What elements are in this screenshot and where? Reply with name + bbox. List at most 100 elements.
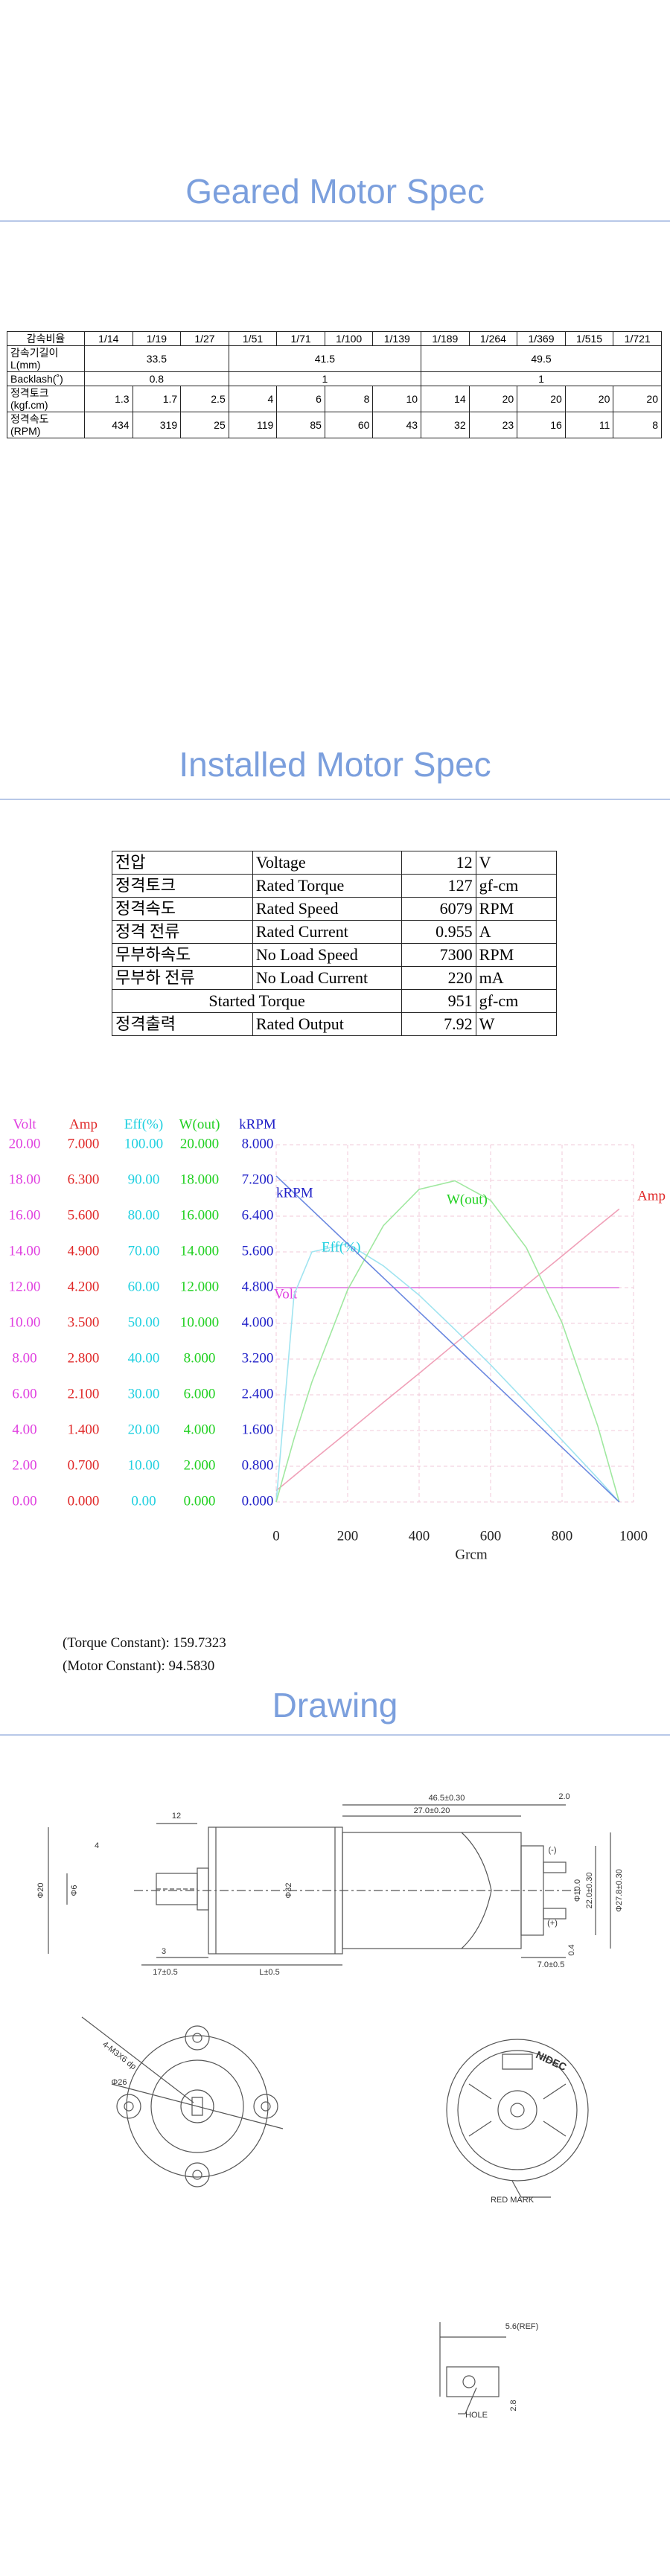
y-tick-label: 14.000: [180, 1243, 219, 1259]
header-cell: 1/51: [228, 331, 278, 346]
cell: RPM: [475, 897, 558, 921]
cell: 무부하속도: [112, 943, 253, 967]
y-tick-label: 20.000: [180, 1136, 219, 1151]
dimension-label: HOLE: [465, 2411, 488, 2420]
dimension-label: Φ26: [111, 2078, 127, 2087]
cell: 16: [517, 412, 566, 438]
y-tick-label: 6.400: [242, 1207, 274, 1223]
y-tick-label: 2.100: [68, 1386, 100, 1402]
cell: 6079: [401, 897, 476, 921]
y-tick-label: 10.00: [128, 1457, 160, 1473]
row: 정격토크 Rated Torque 127 gf-cm: [112, 874, 558, 898]
y-tick-label: 2.000: [184, 1457, 216, 1473]
label-text: Backlash(˚): [10, 373, 63, 385]
geared-spec-table: 감속비율 1/14 1/19 1/27 1/51 1/71 1/100 1/139 1/189 1…: [7, 331, 662, 438]
y-tick-label: 8.00: [12, 1350, 36, 1366]
y-tick-label: 60.00: [128, 1279, 160, 1294]
y-tick-label: 0.00: [131, 1493, 156, 1509]
cell: 14: [421, 386, 470, 412]
y-tick-label: 4.900: [68, 1243, 100, 1259]
y-tick-label: 14.00: [9, 1243, 41, 1259]
series-line: [275, 1243, 620, 1503]
y-tick-label: 7.000: [68, 1136, 100, 1151]
y-tick-label: 10.000: [180, 1314, 219, 1330]
dimension-label: 2.0: [558, 1792, 570, 1801]
cell: No Load Current: [252, 966, 403, 990]
y-tick-label: 1.400: [68, 1422, 100, 1437]
drawing-shape: [185, 2025, 210, 2051]
y-tick-label: 80.00: [128, 1207, 160, 1223]
cell: 41.5: [228, 345, 422, 372]
cell: 11: [564, 412, 614, 438]
divider: [0, 799, 670, 800]
row: Started Torque 951 gf-cm: [111, 989, 558, 1013]
note: (Motor Constant): 94.5830: [63, 1658, 215, 1674]
dimension-label: 2.8: [509, 2400, 518, 2411]
y-tick-label: 16.00: [9, 1207, 41, 1223]
header-cell: 1/189: [421, 331, 470, 346]
row-label: 감속기길이 L(mm): [7, 345, 85, 372]
drawing-shape: [81, 2016, 194, 2103]
header-cell: 1/19: [132, 331, 182, 346]
y-tick-label: 18.000: [180, 1172, 219, 1187]
dimension-label: NIDEC: [534, 2048, 568, 2073]
header-cell: 1/264: [468, 331, 518, 346]
header-cell: 1/14: [84, 331, 133, 346]
cell: 43: [372, 412, 422, 438]
section-title: Installed Motor Spec: [179, 745, 491, 784]
y-tick-label: 8.000: [242, 1136, 274, 1151]
cell: 434: [84, 412, 133, 438]
drawing: 12 4 Φ20 Φ6 Φ32 46.5±0.30 27.0±0.20 2.0 …: [36, 1792, 624, 2420]
drawing-shape: [124, 2101, 134, 2112]
cell: 319: [132, 412, 182, 438]
cell: 12: [401, 851, 476, 875]
drawing-shape: [510, 2103, 525, 2118]
header-cell: 1/100: [324, 331, 374, 346]
header-cell: 1/515: [564, 331, 614, 346]
header-cell: 1/71: [276, 331, 325, 346]
cell: 전압: [112, 851, 253, 875]
cell: 8: [324, 386, 374, 412]
row: 정격속도 (RPM) 434 319 25 119 85 60 43 32 23 16 11 8: [7, 412, 662, 438]
y-tick-label: 2.00: [12, 1457, 36, 1473]
series-line: [275, 1175, 620, 1503]
y-tick-label: 5.600: [242, 1243, 274, 1259]
cell: No Load Speed: [252, 943, 403, 967]
dimension-label: 3: [162, 1947, 166, 1956]
performance-chart: Volt 0.00 2.00 4.00 6.00 8.00 10.00 12.00 14.00 1…: [9, 1116, 666, 1562]
drawing-shape: [461, 1832, 492, 1949]
header-cell: 1/369: [517, 331, 566, 346]
cell: 33.5: [84, 345, 229, 372]
y-tick-label: 12.000: [180, 1279, 219, 1294]
x-tick-label: 800: [552, 1528, 573, 1544]
drawing-shape: [150, 2059, 244, 2153]
row: 무부하 전류 No Load Current 220 mA: [112, 966, 558, 990]
y-tick-label: 0.00: [12, 1493, 36, 1509]
axis-title: W(out): [179, 1116, 220, 1132]
cell: 220: [401, 966, 476, 990]
cell: A: [475, 920, 558, 944]
y-tick-label: 20.00: [9, 1136, 41, 1151]
y-tick-label: 0.800: [242, 1457, 274, 1473]
label-text: (RPM): [10, 425, 41, 437]
y-tick-label: 4.000: [184, 1422, 216, 1437]
y-tick-label: 16.000: [180, 1207, 219, 1223]
y-tick-label: 4.00: [12, 1422, 36, 1437]
x-axis-title: Grcm: [455, 1547, 487, 1562]
drawing-shape: [116, 2094, 141, 2119]
label-text: (kgf.cm): [10, 399, 48, 411]
row: 정격토크 (kgf.cm) 1.3 1.7 2.5 4 6 8 10 14 20 20 20 20: [7, 386, 662, 412]
cell: 정격출력: [112, 1012, 253, 1036]
cell: 무부하 전류: [112, 966, 253, 990]
drawing-shape: [468, 2083, 567, 2137]
row: 감속기길이 L(mm) 33.5 41.5 49.5: [7, 345, 662, 372]
x-tick-label: 600: [480, 1528, 502, 1544]
y-tick-label: 2.400: [242, 1386, 274, 1402]
dimension-label: Φ32: [284, 1882, 293, 1898]
dimension-label: Φ27.8±0.30: [615, 1869, 624, 1912]
drawing-shape: [465, 2387, 477, 2414]
note: (Torque Constant): 159.7323: [63, 1635, 226, 1651]
dimension-label: 4: [95, 1841, 99, 1850]
cell: Rated Current: [252, 920, 403, 944]
dimension-label: 22.0±0.30: [585, 1873, 594, 1909]
